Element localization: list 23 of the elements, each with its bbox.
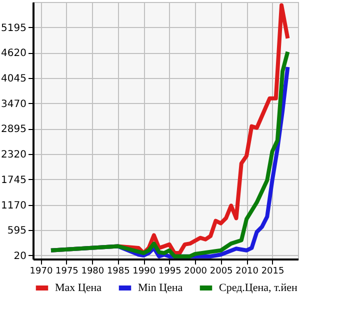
legend-label: Max Цена	[55, 282, 102, 294]
x-tick-label: 1975	[55, 266, 78, 276]
x-tick-label: 2000	[184, 266, 208, 276]
x-tick-label: 1970	[30, 266, 53, 276]
y-tick-label: 20	[14, 250, 26, 262]
x-tick-label: 1995	[158, 266, 182, 276]
legend-label: Min Цена	[138, 282, 183, 294]
y-tick-label: 4620	[1, 48, 26, 60]
y-tick-label: 2895	[1, 124, 26, 136]
y-tick-label: 3470	[1, 98, 26, 110]
y-tick-label: 1745	[1, 174, 26, 186]
x-tick-label: 2010	[236, 266, 259, 276]
legend-label: Сред.Цена, т.йен	[219, 282, 298, 294]
y-tick-label: 595	[7, 226, 26, 237]
y-tick-label: 1170	[1, 200, 26, 212]
x-tick-label: 1990	[132, 266, 156, 276]
x-tick-label: 1985	[106, 266, 130, 276]
y-tick-label: 2320	[1, 150, 26, 161]
x-tick-label: 2005	[210, 266, 233, 276]
x-tick-label: 1980	[81, 266, 104, 276]
y-tick-label: 4045	[1, 74, 26, 85]
x-tick-label: 2015	[261, 266, 284, 276]
y-tick-label: 5195	[1, 22, 26, 34]
